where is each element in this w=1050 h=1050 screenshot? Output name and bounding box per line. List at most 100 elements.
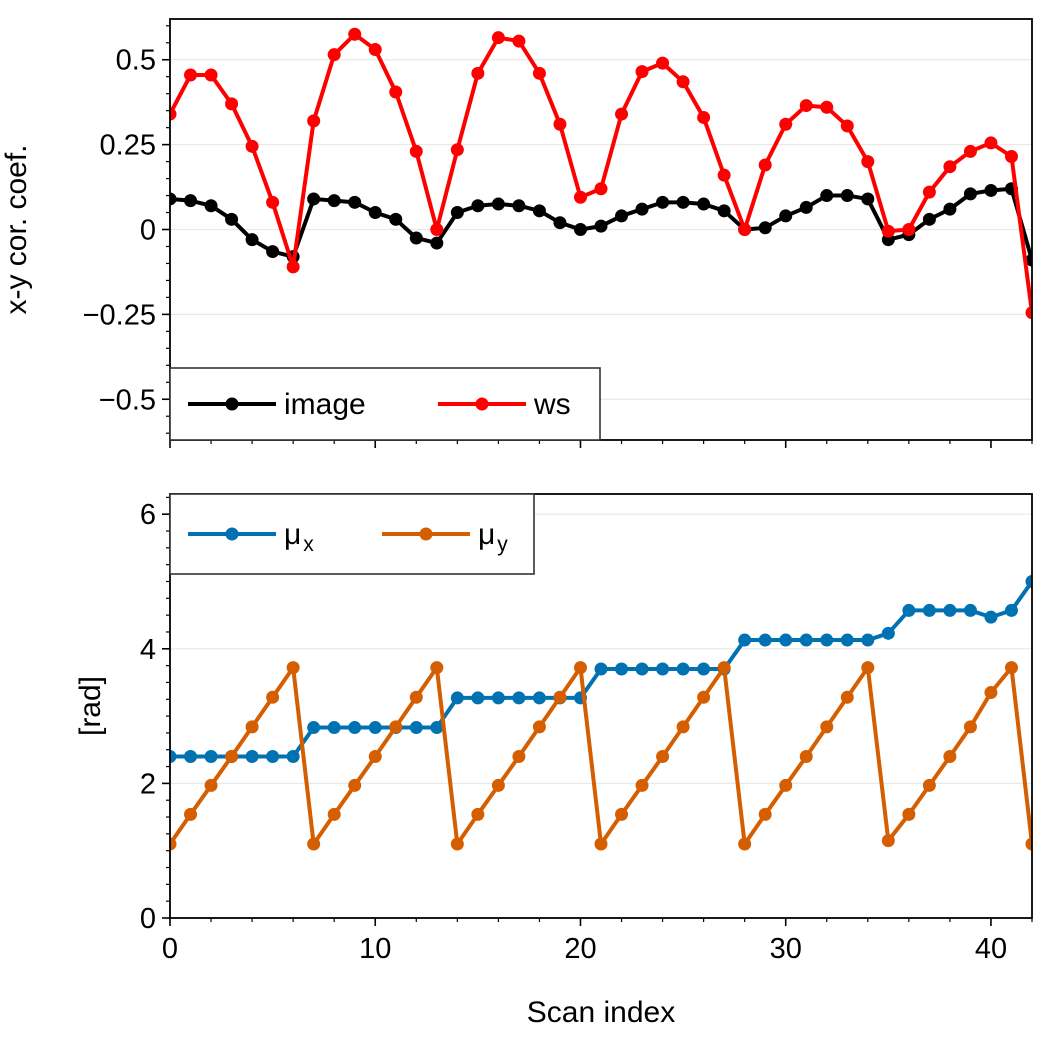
data-point (327, 807, 341, 821)
data-point (758, 633, 772, 647)
data-point (963, 187, 977, 201)
data-point (1004, 661, 1018, 675)
data-point (245, 139, 259, 153)
data-point (984, 610, 998, 624)
axes-frame (169, 18, 1033, 441)
data-point (922, 212, 936, 226)
legend: image ws (169, 367, 601, 441)
series-line-1 (170, 32, 1032, 313)
data-point (594, 662, 608, 676)
data-point (758, 807, 772, 821)
data-point (409, 721, 423, 735)
data-point (1025, 574, 1032, 588)
data-point (656, 662, 670, 676)
data-point (1004, 150, 1018, 164)
data-point (286, 260, 300, 274)
data-point (348, 778, 362, 792)
data-point (615, 107, 629, 121)
legend-label-text: μ (284, 518, 301, 551)
legend-label-subscript: x (303, 533, 314, 556)
data-point (738, 837, 752, 851)
x-tick-label: 0 (162, 933, 178, 965)
data-point (491, 31, 505, 45)
data-point (676, 662, 690, 676)
data-point (943, 160, 957, 174)
data-point (266, 690, 280, 704)
y-tick-label: 0 (140, 215, 156, 247)
legend-label-text: image (284, 388, 366, 421)
data-point (943, 202, 957, 216)
data-point (471, 807, 485, 821)
data-point (820, 100, 834, 114)
data-point (170, 192, 177, 206)
data-point (697, 690, 711, 704)
data-point (656, 56, 670, 70)
data-point (553, 690, 567, 704)
data-point (225, 749, 239, 763)
data-point (779, 209, 793, 223)
data-point (512, 199, 526, 213)
data-point (861, 192, 875, 206)
data-point (635, 202, 649, 216)
data-point (717, 661, 731, 675)
data-point (553, 117, 567, 131)
data-point (368, 721, 382, 735)
data-point (170, 837, 177, 851)
data-point (594, 219, 608, 233)
data-point (245, 720, 259, 734)
data-point (471, 199, 485, 213)
data-point (348, 195, 362, 209)
data-point (266, 749, 280, 763)
data-point (286, 661, 300, 675)
legend-label-0: μx (284, 518, 314, 556)
data-point (307, 721, 321, 735)
data-point (225, 97, 239, 111)
legend-marker-0 (225, 527, 239, 541)
data-point (327, 48, 341, 62)
data-point (430, 236, 444, 250)
legend-label-text: ws (533, 388, 571, 421)
data-point (532, 66, 546, 80)
data-point (573, 661, 587, 675)
axes-frame (169, 493, 1033, 919)
data-point (881, 626, 895, 640)
x-tick-label: 40 (975, 933, 1007, 965)
x-tick-label: 20 (564, 933, 596, 965)
data-point (820, 720, 834, 734)
data-point (697, 197, 711, 211)
data-point (430, 721, 444, 735)
data-point (656, 749, 670, 763)
data-point (348, 721, 362, 735)
legend-label-subscript: y (497, 533, 508, 556)
data-point (902, 603, 916, 617)
data-point (327, 194, 341, 208)
data-point (779, 778, 793, 792)
y-tick-label: 6 (140, 499, 156, 531)
legend-marker-1 (475, 397, 489, 411)
data-point (799, 99, 813, 113)
data-point (532, 204, 546, 218)
data-point (738, 223, 752, 236)
legend-label-text: μ (478, 518, 495, 551)
data-point (635, 65, 649, 79)
data-point (902, 223, 916, 236)
data-point (758, 158, 772, 172)
data-point (430, 661, 444, 675)
legend-label-1: ws (533, 388, 571, 421)
data-point (881, 834, 895, 848)
data-point (922, 778, 936, 792)
data-point (717, 204, 731, 218)
data-point (635, 662, 649, 676)
data-point (389, 85, 403, 99)
data-point (491, 197, 505, 211)
data-point (1004, 603, 1018, 617)
data-point (943, 749, 957, 763)
data-point (963, 603, 977, 617)
data-point (635, 778, 649, 792)
data-point (307, 837, 321, 851)
data-point (450, 143, 464, 157)
data-point (840, 119, 854, 133)
data-point (389, 720, 403, 734)
data-point (348, 27, 362, 41)
data-point (963, 720, 977, 734)
